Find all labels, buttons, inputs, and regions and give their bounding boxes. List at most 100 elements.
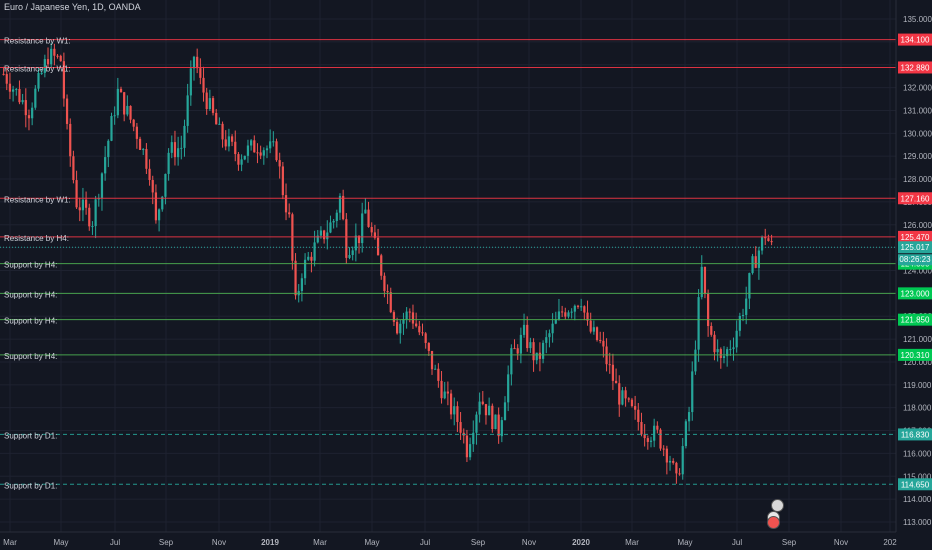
candle-body	[180, 147, 183, 149]
candle-body	[170, 142, 173, 153]
price-tick-label: 119.000	[903, 381, 932, 390]
time-tick-label: Sep	[782, 538, 797, 547]
candle-body	[748, 273, 751, 299]
candle-body	[627, 398, 630, 400]
candle-body	[507, 374, 510, 403]
price-tick-label: 129.000	[903, 152, 932, 161]
candle-body	[46, 59, 50, 65]
candle-body	[694, 349, 697, 372]
candle-body	[300, 278, 304, 292]
candle-body	[484, 404, 488, 416]
candle-body	[649, 440, 653, 442]
candle-body	[488, 405, 491, 416]
candle-body	[545, 337, 548, 343]
candle-body	[123, 92, 126, 115]
candle-body	[532, 342, 535, 361]
candle-body	[611, 364, 615, 381]
candle-body	[468, 444, 472, 458]
candle-body	[151, 180, 154, 193]
candle-body	[157, 209, 161, 221]
level-price-label: 116.830	[901, 430, 930, 439]
candle-body	[288, 212, 291, 215]
candle-body	[50, 48, 53, 65]
level-price-label: 127.160	[901, 194, 930, 203]
candle-body	[138, 138, 142, 150]
candle-body	[361, 213, 364, 244]
candle-body	[691, 371, 694, 413]
level-lines: Resistance by W1: Resistance by W1: Resist…	[0, 37, 896, 490]
candle-body	[335, 212, 338, 221]
candle-body	[88, 207, 91, 227]
level-price-label: 114.650	[901, 480, 930, 489]
candle-body	[110, 116, 113, 141]
candle-body	[526, 324, 529, 349]
candle-body	[561, 311, 564, 313]
candle-body	[637, 409, 640, 422]
price-tick-label: 114.000	[903, 495, 932, 504]
time-tick-label: May	[677, 538, 692, 547]
candle-body	[478, 401, 481, 415]
candle-body	[100, 173, 104, 199]
candle-body	[27, 115, 31, 119]
candle-body	[323, 230, 326, 240]
candle-body	[653, 425, 656, 441]
candle-body	[662, 448, 665, 450]
level-line-label: Resistance by H4:	[4, 234, 69, 243]
candle-body	[389, 292, 392, 313]
level-line-label: Support by D1:	[4, 481, 57, 490]
candle-body	[535, 352, 538, 361]
candle-body	[599, 340, 602, 342]
candle-body	[316, 235, 319, 243]
candle-body	[11, 89, 15, 92]
candle-body	[24, 100, 27, 116]
candle-body	[456, 406, 459, 423]
candle-body	[208, 98, 211, 110]
candle-body	[250, 140, 253, 146]
candle-body	[519, 334, 522, 354]
candle-body	[154, 192, 158, 221]
candle-body	[373, 232, 377, 238]
candle-body	[726, 349, 729, 357]
candle-body	[640, 421, 643, 435]
price-axis[interactable]: 113.000114.000115.000116.000117.000118.0…	[903, 15, 932, 527]
candlesticks	[2, 42, 773, 484]
level-line-label: Support by H4:	[4, 261, 57, 270]
candle-body	[583, 306, 586, 313]
candle-body	[62, 61, 65, 99]
candle-body	[94, 199, 97, 227]
candle-body	[294, 260, 297, 296]
time-axis[interactable]: Mar May Jul Sep Nov 2019 Mar May Jul Sep Nov 2020 Ma…	[3, 538, 897, 547]
candle-body	[310, 256, 313, 261]
time-tick-label: Mar	[313, 538, 327, 547]
candle-body	[418, 326, 421, 333]
candle-body	[729, 349, 732, 351]
price-tick-label: 120.000	[903, 358, 932, 367]
candle-body	[40, 72, 43, 74]
candle-body	[357, 235, 361, 244]
candle-body	[370, 226, 373, 233]
candle-body	[272, 141, 275, 143]
candle-body	[621, 390, 624, 405]
level-price-label: 132.880	[901, 63, 930, 72]
candle-body	[338, 195, 342, 213]
candle-body	[567, 312, 570, 317]
price-tick-label: 118.000	[903, 404, 932, 413]
candle-body	[196, 56, 199, 69]
candle-body	[199, 68, 202, 78]
event-flag-icon[interactable]	[767, 516, 780, 529]
level-price-badge	[898, 33, 932, 46]
candle-body	[472, 432, 475, 445]
candle-body	[564, 312, 567, 317]
time-tick-label: Jul	[110, 538, 120, 547]
candle-body	[700, 266, 703, 298]
level-price-badge	[898, 287, 932, 300]
candle-body	[481, 401, 484, 405]
candle-body	[119, 88, 123, 93]
candle-body	[104, 157, 107, 174]
candle-body	[548, 333, 551, 338]
candle-body	[614, 380, 618, 384]
candle-body	[707, 293, 710, 327]
level-price-badge	[898, 192, 932, 205]
